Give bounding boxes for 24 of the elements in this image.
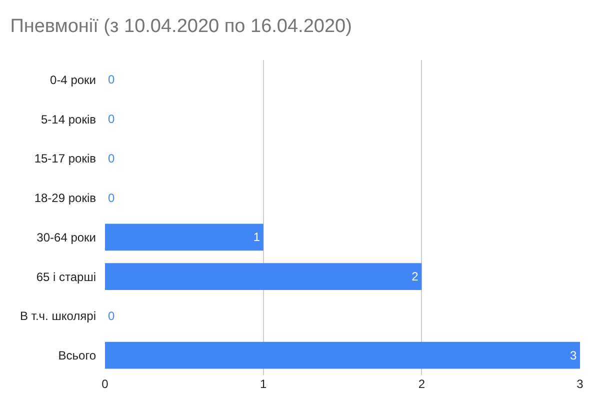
data-label: 0 [108,151,115,166]
y-tick-label: 15-17 років [34,152,96,166]
data-label: 3 [570,348,577,362]
data-label: 0 [108,190,115,205]
y-tick-label: В т.ч. школярі [20,309,96,324]
y-tick-label: 18-29 років [34,191,96,206]
bar [105,342,580,369]
data-label: 0 [108,112,115,126]
data-label: 1 [253,230,260,244]
bar [105,224,264,251]
data-label: 0 [108,308,115,323]
data-label: 2 [412,270,419,284]
x-tick-label: 1 [260,377,267,391]
y-tick-label: 65 і старші [36,270,96,284]
x-tick-label: 2 [418,377,426,391]
y-tick-label: 30-64 роки [36,230,96,244]
bar [105,263,422,290]
y-tick-label: 5-14 років [41,112,96,126]
data-label: 0 [108,72,115,87]
chart-title: Пневмонії (з 10.04.2020 по 16.04.2020) [10,16,352,37]
x-tick-label: 3 [576,377,584,391]
y-tick-label: Всього [58,348,96,363]
y-tick-label: 0-4 роки [50,72,96,87]
x-tick-label: 0 [102,377,109,391]
